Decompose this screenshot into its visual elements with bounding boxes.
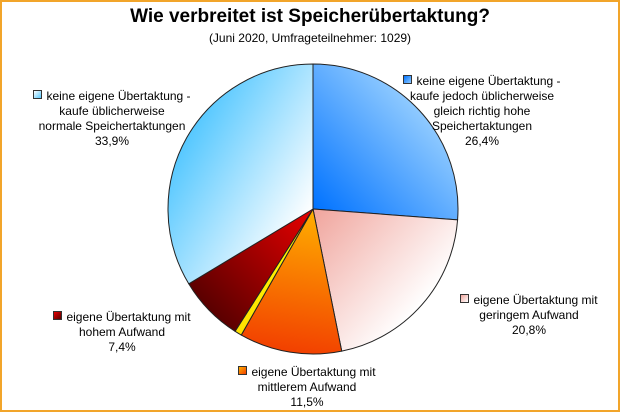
slice-label-line: kaufe üblicherweise [59,104,165,118]
pie-slice-0 [312,63,459,221]
slice-label-line: kaufe jedoch üblicherweise [409,89,555,103]
slice-label-4: keine eigene Übertaktung - kaufe üblicher… [2,89,222,149]
pie-slice-1 [312,208,459,352]
legend-swatch [460,294,470,303]
slice-label-line: keine eigene Übertaktung - [2,89,222,104]
legend-swatch [53,311,63,320]
slice-label-3: eigene Übertaktung mit hohem Aufwand 7,4% [42,310,202,355]
slice-label-0: keine eigene Übertaktung - kaufe jedoch ü… [382,74,582,149]
slice-value: 11,5% [290,395,324,409]
chart-title: Wie verbreitet ist Speicherübertaktung? [130,6,490,27]
slice-value: 20,8% [511,323,547,337]
slice-value: 26,4% [464,134,500,148]
slice-label-line: Speichertaktungen [431,119,533,133]
slice-label-line: hohem Aufwand [78,325,166,339]
slice-label-line: normale Speichertaktungen [38,119,186,133]
pie-slice-4 [167,63,314,285]
legend-swatch [238,366,248,375]
slice-label-line: eigene Übertaktung mit [42,310,202,325]
chart-subtitle: (Juni 2020, Umfrageteilnehmer: 1029) [208,31,412,45]
legend-swatch [403,75,413,84]
slice-label-line: keine eigene Übertaktung - [382,74,582,89]
legend-swatch [33,90,43,99]
slice-value: 33,9% [94,134,130,148]
slice-label-1: eigene Übertaktung mit geringem Aufwand 20… [434,293,618,338]
slice-label-line: eigene Übertaktung mit [207,365,407,380]
slice-label-line: geringem Aufwand [479,308,579,322]
slice-label-line: mittlerem Aufwand [257,380,357,394]
slice-label-line: gleich richtig hohe [433,104,531,118]
slice-label-2: eigene Übertaktung mit mittlerem Aufwand 1… [207,365,407,410]
slice-label-line: eigene Übertaktung mit [434,293,618,308]
slice-value: 7,4% [108,340,136,354]
pie-slice-2 [240,207,343,355]
